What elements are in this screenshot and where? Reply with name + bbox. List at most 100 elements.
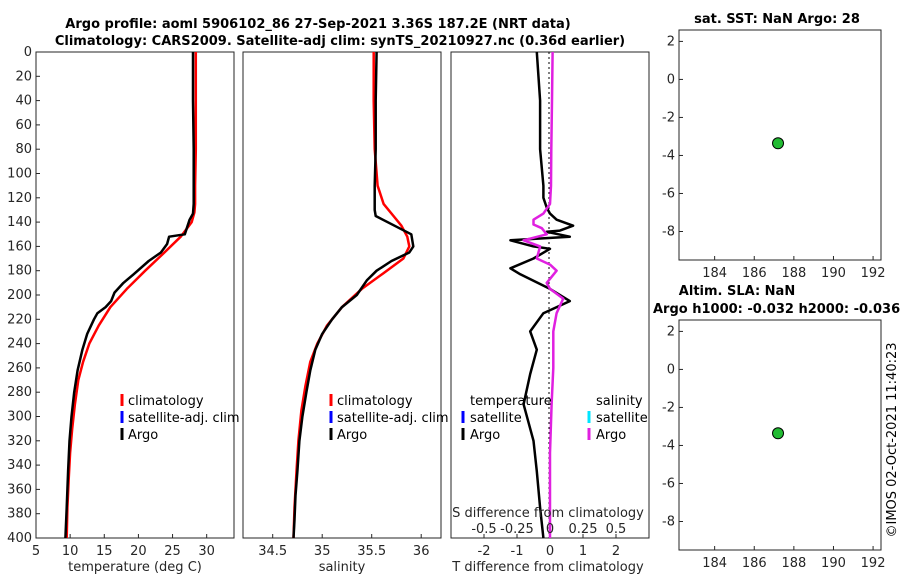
y-tick-label: 100	[7, 167, 32, 182]
series-line-climatology	[65, 52, 198, 539]
series-line-climatology	[292, 52, 411, 539]
y-tick-label: 180	[7, 264, 32, 279]
legend-t-satellite-label: satellite	[470, 411, 522, 426]
y-tick-label: 400	[7, 531, 32, 546]
lon-tick-label: 192	[861, 266, 886, 281]
sst-map-points	[772, 137, 785, 150]
s-difference-tick-label: 0.5	[606, 522, 627, 537]
s-difference-tick-label: -0.25	[500, 522, 534, 537]
lon-tick-label: 190	[821, 556, 846, 571]
salinity-axis-ticks: 34.5 35 35.5 36	[258, 534, 429, 559]
y-tick-label: 260	[7, 361, 32, 376]
difference-legend: temperature satellite Argo salinity sate…	[461, 394, 648, 443]
x-tick-label: 5	[32, 544, 40, 559]
temperature-panel: 0 20 40 60 80 100 120 140 160 180 200 220 240 260 280 3…	[7, 45, 239, 575]
sla-map-points	[772, 427, 785, 440]
y-tick-label: 120	[7, 191, 32, 206]
legend-satellite-label: satellite-adj. clim	[337, 411, 449, 426]
sst-map-lat-ticks: 2 0 -2 -4 -6 -8	[662, 34, 683, 239]
lat-tick-label: -6	[662, 186, 675, 201]
t-difference-xlabel: T difference from climatology	[451, 560, 644, 575]
difference-series	[509, 51, 575, 539]
x-tick-label: 34.5	[258, 544, 287, 559]
legend-argo-label: Argo	[128, 428, 158, 443]
legend-satellite-label: satellite-adj. clim	[128, 411, 240, 426]
legend-salinity-head: salinity	[596, 394, 643, 409]
legend-climatology-label: climatology	[128, 394, 204, 409]
salinity-plot-frame	[242, 51, 442, 539]
x-tick-label: 2	[612, 544, 620, 559]
depth-axis-ticks: 0 20 40 60 80 100 120 140 160 180 200 220 240 260 280 3…	[7, 45, 40, 546]
x-tick-label: 0	[546, 544, 554, 559]
s-difference-label: S difference from climatology	[452, 506, 644, 521]
y-tick-label: 360	[7, 482, 32, 497]
x-tick-label: 30	[198, 544, 215, 559]
temperature-series	[64, 52, 198, 539]
legend-argo-label: Argo	[337, 428, 367, 443]
sla-map-lat-ticks: 2 0 -2 -4 -6 -8	[662, 324, 683, 529]
lat-tick-label: -4	[662, 438, 675, 453]
x-tick-label: 20	[130, 544, 147, 559]
s-difference-tick-label: 0	[546, 522, 554, 537]
series-line-argo	[292, 51, 415, 539]
x-tick-label: 10	[62, 544, 79, 559]
lon-tick-label: 184	[702, 556, 727, 571]
x-tick-label: 36	[413, 544, 430, 559]
y-tick-label: 160	[7, 239, 32, 254]
legend-s-argo-label: Argo	[596, 428, 626, 443]
salinity-xlabel: salinity	[319, 560, 366, 575]
x-tick-label: -2	[478, 544, 491, 559]
s-difference-tick-labels: -0.5 -0.25 0 0.25 0.5	[471, 522, 626, 537]
legend-s-satellite-label: satellite	[596, 411, 648, 426]
lat-tick-label: 0	[667, 72, 675, 87]
x-tick-label: 15	[96, 544, 113, 559]
y-tick-label: 220	[7, 312, 32, 327]
lat-tick-label: 0	[667, 362, 675, 377]
y-tick-label: 140	[7, 215, 32, 230]
temperature-plot-frame	[35, 51, 235, 539]
y-tick-label: 40	[15, 94, 32, 109]
lon-tick-label: 190	[821, 266, 846, 281]
s-difference-tick-label: -0.5	[471, 522, 496, 537]
lon-tick-label: 186	[742, 556, 767, 571]
y-tick-label: 0	[24, 45, 32, 60]
main-title-line1: Argo profile: aoml 5906102_86 27-Sep-202…	[65, 17, 570, 32]
y-tick-label: 240	[7, 337, 32, 352]
sla-map-title1: Altim. SLA: NaN	[679, 284, 795, 299]
legend-climatology-label: climatology	[337, 394, 413, 409]
x-tick-label: 1	[579, 544, 587, 559]
lat-tick-label: -8	[662, 514, 675, 529]
sst-map-title: sat. SST: NaN Argo: 28	[694, 12, 860, 27]
s-difference-tick-label: 0.25	[569, 522, 598, 537]
lon-tick-label: 184	[702, 266, 727, 281]
x-tick-label: 35	[314, 544, 331, 559]
sst-map-panel: 184 186 188 190 192 2 0 -2 -4 -6 -8	[662, 29, 885, 281]
lat-tick-label: -6	[662, 476, 675, 491]
lon-tick-label: 192	[861, 556, 886, 571]
y-tick-label: 80	[15, 142, 32, 157]
sst-map-lon-ticks: 184 186 188 190 192	[702, 256, 885, 281]
difference-panel: -2 -1 0 1 2 S difference from climatology -0…	[450, 51, 650, 575]
y-tick-label: 200	[7, 288, 32, 303]
x-tick-label: 25	[164, 544, 181, 559]
lon-tick-label: 188	[781, 556, 806, 571]
sla-map-lon-ticks: 184 186 188 190 192	[702, 546, 885, 571]
lat-tick-label: 2	[667, 34, 675, 49]
series-line-salinity-argo	[522, 51, 565, 538]
temperature-legend: climatology satellite-adj. clim Argo	[120, 394, 240, 443]
lat-tick-label: -2	[662, 400, 675, 415]
salinity-panel: 34.5 35 35.5 36 salinity climatology satell…	[242, 51, 449, 575]
argo-position-marker	[772, 137, 785, 150]
main-title-line2: Climatology: CARS2009. Satellite-adj cli…	[55, 34, 625, 49]
difference-axis-ticks: -2 -1 0 1 2	[478, 534, 620, 559]
lon-tick-label: 186	[742, 266, 767, 281]
temperature-axis-ticks: 5 10 15 20 25 30	[32, 534, 215, 559]
legend-temperature-head: temperature	[470, 394, 552, 409]
series-line-temperature-argo	[509, 51, 575, 539]
legend-t-argo-label: Argo	[470, 428, 500, 443]
x-tick-label: 35.5	[357, 544, 386, 559]
y-tick-label: 300	[7, 410, 32, 425]
y-tick-label: 340	[7, 458, 32, 473]
lat-tick-label: -8	[662, 224, 675, 239]
